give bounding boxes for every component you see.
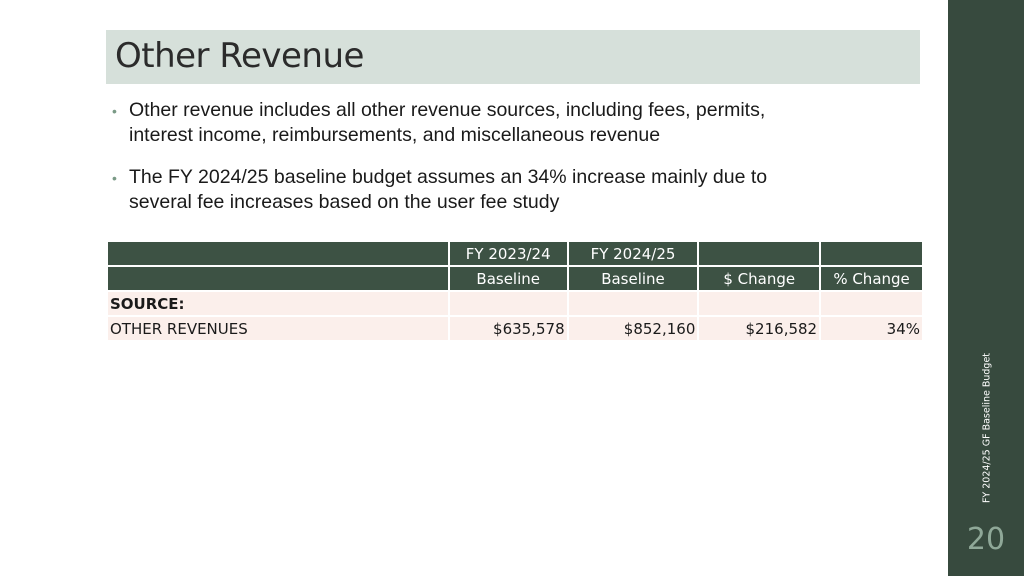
percent-change-cell: 34%: [819, 315, 924, 342]
title-bar: Other Revenue: [106, 30, 920, 84]
header-cell: [697, 240, 822, 267]
table-header-row: Baseline Baseline $ Change % Change: [106, 265, 924, 292]
header-cell: Baseline: [566, 265, 700, 292]
page-number: 20: [966, 522, 1006, 557]
empty-cell: [819, 290, 924, 317]
bullet-icon: •: [112, 170, 117, 186]
side-label: FY 2024/25 GF Baseline Budget: [981, 352, 993, 504]
header-cell: [106, 240, 450, 267]
bullet-item: • The FY 2024/25 baseline budget assumes…: [112, 165, 832, 215]
right-sidebar: [948, 0, 1024, 576]
bullet-item: • Other revenue includes all other reven…: [112, 98, 832, 148]
header-cell: [106, 265, 450, 292]
header-cell: Baseline: [447, 265, 569, 292]
table-row: OTHER REVENUES $635,578 $852,160 $216,58…: [106, 315, 924, 342]
fy2324-cell: $635,578: [447, 315, 569, 342]
header-cell: [819, 240, 924, 267]
row-label: OTHER REVENUES: [106, 315, 450, 342]
bullet-text: Other revenue includes all other revenue…: [129, 99, 766, 146]
bullet-list: • Other revenue includes all other reven…: [112, 98, 832, 232]
header-cell: % Change: [819, 265, 924, 292]
empty-cell: [566, 290, 700, 317]
table-header-row: FY 2023/24 FY 2024/25: [106, 240, 924, 267]
dollar-change-cell: $216,582: [697, 315, 822, 342]
bullet-icon: •: [112, 103, 117, 119]
slide-title: Other Revenue: [115, 36, 364, 76]
header-cell: $ Change: [697, 265, 822, 292]
fy2425-cell: $852,160: [566, 315, 700, 342]
empty-cell: [447, 290, 569, 317]
source-row: SOURCE:: [106, 290, 924, 317]
header-cell: FY 2023/24: [447, 240, 569, 267]
source-label: SOURCE:: [106, 290, 450, 317]
empty-cell: [697, 290, 822, 317]
revenue-table: FY 2023/24 FY 2024/25 Baseline Baseline …: [106, 240, 924, 342]
header-cell: FY 2024/25: [566, 240, 700, 267]
bullet-text: The FY 2024/25 baseline budget assumes a…: [129, 166, 768, 213]
